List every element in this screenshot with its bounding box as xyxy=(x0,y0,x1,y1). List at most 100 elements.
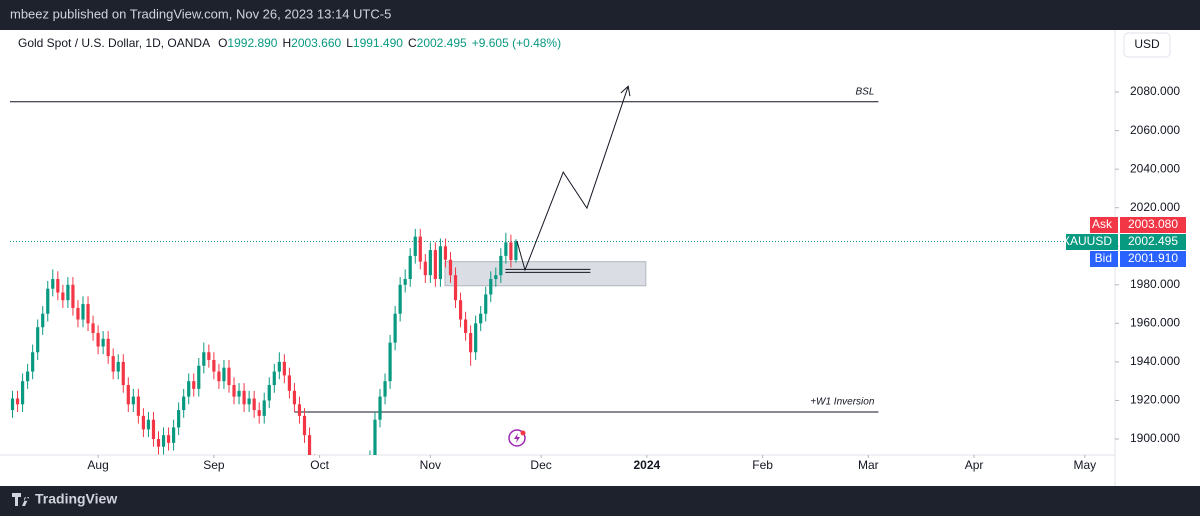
price-tag-label: 2002.495 xyxy=(1128,234,1178,248)
x-tick-label: 2024 xyxy=(633,458,660,472)
candle-body xyxy=(403,279,407,285)
ohlc-label: O xyxy=(218,36,227,50)
y-tick-label: 1940.000 xyxy=(1130,354,1180,368)
candle-body xyxy=(71,284,75,308)
candle-body xyxy=(453,275,458,301)
candle-body xyxy=(136,396,140,416)
candle-body xyxy=(292,390,297,405)
candle-body xyxy=(398,284,402,314)
candle-body xyxy=(443,246,448,260)
candle-body xyxy=(282,361,286,376)
candle-body xyxy=(458,300,463,320)
x-tick-label: May xyxy=(1073,458,1096,472)
y-tick-label: 2040.000 xyxy=(1130,161,1180,175)
candle-body xyxy=(232,385,236,397)
level-label: +W1 Inversion xyxy=(810,397,875,408)
x-tick-label: Nov xyxy=(420,458,441,472)
candle-body xyxy=(307,435,312,455)
candle-body xyxy=(141,415,146,430)
ohlc-value: 1992.890 xyxy=(227,36,277,50)
ohlc-value: 2002.495 xyxy=(417,36,467,50)
y-tick-label: 2020.000 xyxy=(1130,200,1180,214)
price-tag-name: Bid xyxy=(1095,251,1112,265)
candle-body xyxy=(56,279,60,293)
candle-body xyxy=(207,352,211,360)
banner-bar xyxy=(0,0,1200,30)
ohlc-label: C xyxy=(408,36,417,50)
price-tag-label: 2001.910 xyxy=(1128,251,1178,265)
candle-body xyxy=(247,398,251,405)
candle-body xyxy=(418,236,422,262)
candle-body xyxy=(192,381,196,389)
candle-body xyxy=(378,396,382,420)
y-tick-label: 1980.000 xyxy=(1130,277,1180,291)
x-tick-label: Dec xyxy=(530,458,551,472)
symbol: Gold Spot / U.S. Dollar, 1D, OANDA xyxy=(18,36,210,50)
candle-body xyxy=(388,342,392,382)
y-tick-label: 1900.000 xyxy=(1130,431,1180,445)
candle-body xyxy=(20,381,25,405)
change: +9.605 (+0.48%) xyxy=(472,36,561,50)
candle-body xyxy=(509,242,513,260)
candle-body xyxy=(26,371,30,382)
x-tick-label: Aug xyxy=(87,458,108,472)
price-tag-name-bg xyxy=(1090,251,1118,267)
candle-body xyxy=(172,427,176,443)
y-tick-label: 2080.000 xyxy=(1130,84,1180,98)
candle-body xyxy=(10,398,15,411)
price-tag-label: 2003.080 xyxy=(1128,217,1178,231)
candle-body xyxy=(368,458,371,489)
candle-body xyxy=(166,435,171,443)
candle-body xyxy=(262,400,266,416)
x-tick-label: Apr xyxy=(965,458,984,472)
candle-body xyxy=(66,284,70,301)
candle-body xyxy=(297,404,302,416)
candle-body xyxy=(202,352,206,366)
candle-body xyxy=(126,385,130,405)
ohlc-value: 2003.660 xyxy=(291,36,341,50)
candle-body xyxy=(237,390,241,397)
candle-body xyxy=(469,332,473,353)
candle-body xyxy=(413,236,417,256)
candle-body xyxy=(408,255,412,280)
candle-body xyxy=(222,367,226,382)
zone xyxy=(444,261,647,287)
price-tag-name: Ask xyxy=(1092,217,1113,231)
candle-body xyxy=(489,279,493,295)
candle-body xyxy=(101,338,105,347)
candle-body xyxy=(86,304,90,324)
plot xyxy=(10,85,1115,489)
candle-body xyxy=(121,361,125,386)
candle-body xyxy=(302,415,307,436)
x-tick-label: Feb xyxy=(752,458,773,472)
candle-body xyxy=(277,361,281,372)
candle-body xyxy=(448,259,453,276)
price-tag-name-bg xyxy=(1090,217,1118,233)
candle-body xyxy=(15,398,20,405)
currency-button[interactable] xyxy=(1123,32,1171,58)
footer: TradingView xyxy=(35,491,117,507)
candle-body xyxy=(51,279,55,289)
y-tick-label: 2060.000 xyxy=(1130,123,1180,137)
x-tick-label: Mar xyxy=(858,458,879,472)
candle-body xyxy=(438,246,443,280)
candle-body xyxy=(116,361,120,372)
candle-body xyxy=(46,288,50,314)
candle-body xyxy=(383,381,387,397)
level-label: BSL xyxy=(855,86,874,97)
candle-body xyxy=(514,241,518,260)
candle-body xyxy=(474,323,478,353)
y-tick-label: 1920.000 xyxy=(1130,393,1180,407)
projection xyxy=(516,86,629,272)
candle-body xyxy=(161,435,166,447)
ohlc-label: L xyxy=(346,36,353,50)
candle-body xyxy=(463,319,468,333)
ohlc-label: H xyxy=(282,36,291,50)
candle-body xyxy=(257,410,261,416)
candle-body xyxy=(504,242,508,256)
candle-body xyxy=(272,371,276,386)
currency: USD xyxy=(1134,37,1160,51)
candle-body xyxy=(212,359,216,372)
event-icon-bolt xyxy=(514,433,520,443)
